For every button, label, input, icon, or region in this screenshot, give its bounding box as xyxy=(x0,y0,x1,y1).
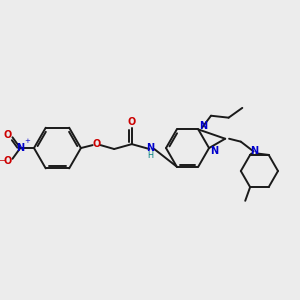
Text: N: N xyxy=(199,122,207,131)
Text: H: H xyxy=(147,152,153,160)
Text: O: O xyxy=(4,156,12,166)
Text: O: O xyxy=(128,117,136,127)
Text: N: N xyxy=(210,146,218,156)
Text: +: + xyxy=(24,138,30,144)
Text: O: O xyxy=(92,139,101,149)
Text: O: O xyxy=(4,130,12,140)
Text: N: N xyxy=(250,146,259,156)
Text: N: N xyxy=(146,143,154,153)
Text: N: N xyxy=(16,143,24,153)
Text: −: − xyxy=(0,156,5,165)
